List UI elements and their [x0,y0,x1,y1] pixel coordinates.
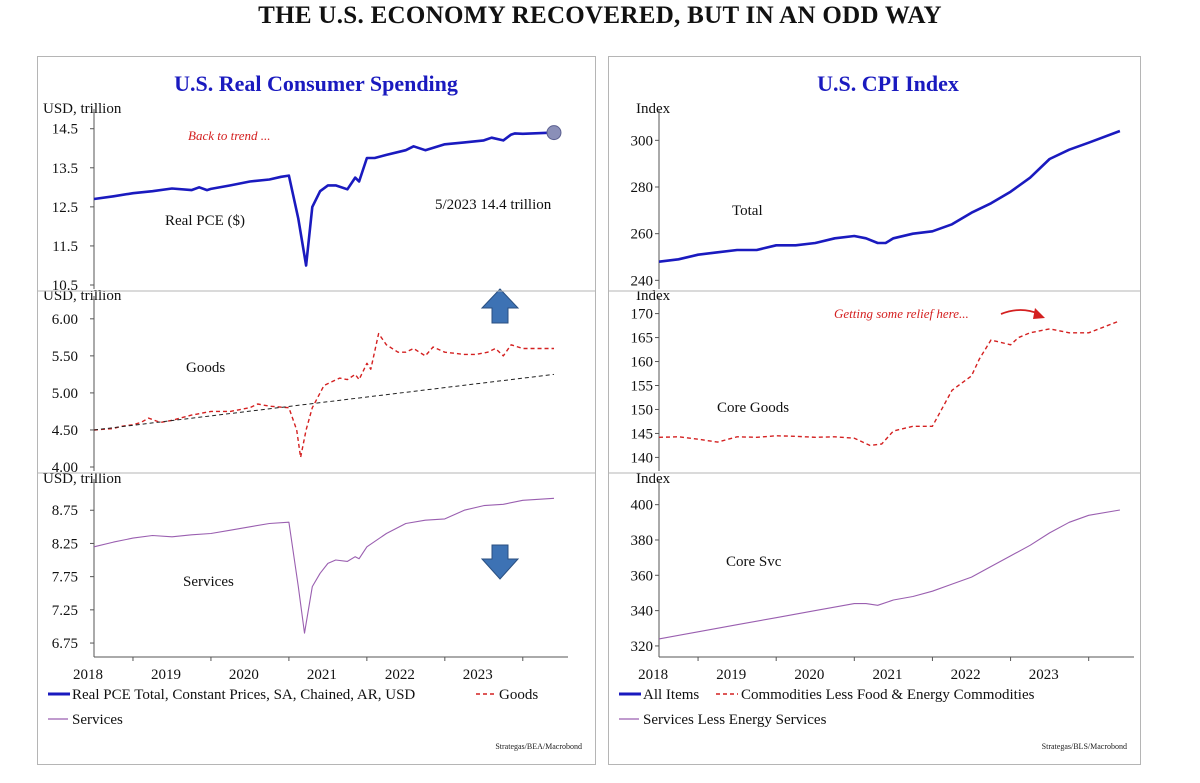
y-tick-label: 140 [631,450,654,466]
source-note: Strategas/BLS/Macrobond [1042,742,1127,751]
y-tick-label: 4.50 [52,423,78,439]
y-tick-label: 340 [631,604,654,620]
legend-label-all-items: All Items [643,687,699,703]
series-line-trend [93,373,555,431]
x-tick-label: 2023 [1029,667,1059,683]
series-line-goods [93,332,554,459]
chart-panel-consumer-spending: U.S. Real Consumer Spending USD, trillio… [37,56,596,765]
series-label-core-svc: Core Svc [726,554,782,570]
y-axis-label-services: USD, trillion [43,471,122,487]
x-tick-label: 2022 [951,667,981,683]
y-tick-label: 300 [631,133,654,149]
y-tick-label: 260 [631,227,654,243]
y-tick-label: 170 [631,307,654,323]
series-line-all-items [658,129,1121,263]
y-tick-label: 12.5 [52,200,78,216]
y-tick-label: 160 [631,355,654,371]
y-tick-label: 13.5 [52,161,78,177]
x-tick-label: 2019 [151,667,181,683]
y-tick-label: 7.25 [52,603,78,619]
y-tick-label: 11.5 [52,239,78,255]
y-tick-label: 8.75 [52,503,78,519]
y-tick-label: 150 [631,402,654,418]
x-tick-label: 2018 [638,667,668,683]
series-line-real-pce-total-constant-prices-sa-chained-ar-usd [93,131,555,267]
y-axis-label-pce: USD, trillion [43,101,122,117]
red-arrow-icon [1000,308,1045,319]
y-tick-label: 10.5 [52,278,78,294]
series-line-services [93,497,555,634]
x-tick-label: 2023 [463,667,493,683]
chart-title: U.S. Real Consumer Spending [174,71,458,96]
y-tick-label: 5.50 [52,349,78,365]
x-tick-label: 2021 [307,667,337,683]
x-tick-label: 2022 [385,667,415,683]
legend-label-core-svc: Services Less Energy Services [643,712,827,728]
y-tick-label: 4.00 [52,460,78,476]
y-tick-label: 280 [631,180,654,196]
y-tick-label: 6.00 [52,312,78,328]
x-tick-label: 2020 [229,667,259,683]
callout-back-to-trend: Back to trend ... [188,128,271,143]
latest-value-marker [546,125,562,141]
legend-label-real-pce: Real PCE Total, Constant Prices, SA, Cha… [72,687,415,703]
consumer-spending-chart: U.S. Real Consumer Spending USD, trillio… [38,71,595,751]
series-line-services-less-energy-services [658,509,1120,640]
series-label-real-pce: Real PCE ($) [165,213,245,229]
x-tick-label: 2021 [872,667,902,683]
callout-relief: Getting some relief here... [834,306,969,321]
main-title: THE U.S. ECONOMY RECOVERED, BUT IN AN OD… [258,2,942,29]
cpi-index-chart: U.S. CPI Index Index Index Index Total C… [609,71,1140,751]
legend-label-services: Services [72,712,123,728]
y-tick-label: 6.75 [52,636,78,652]
y-axis-label-goods: USD, trillion [43,288,122,304]
y-tick-label: 380 [631,533,654,549]
y-axis-label-core-svc: Index [636,471,671,487]
y-tick-label: 155 [631,379,654,395]
y-axis-label-total: Index [636,101,671,117]
y-tick-label: 360 [631,568,654,584]
y-tick-label: 5.00 [52,386,78,402]
chart-panel-cpi-index: U.S. CPI Index Index Index Index Total C… [608,56,1141,765]
source-note: Strategas/BEA/Macrobond [495,742,582,751]
y-tick-label: 145 [631,426,654,442]
y-tick-label: 240 [631,273,654,289]
series-label-services: Services [183,574,234,590]
arrow-down-icon [480,544,520,580]
y-tick-label: 165 [631,331,654,347]
y-tick-label: 8.25 [52,536,78,552]
x-tick-label: 2018 [73,667,103,683]
series-label-goods: Goods [186,360,225,376]
x-tick-label: 2019 [716,667,746,683]
y-tick-label: 320 [631,639,654,655]
legend-label-core-goods: Commodities Less Food & Energy Commoditi… [741,687,1035,703]
y-tick-label: 14.5 [52,122,78,138]
series-label-core-goods: Core Goods [717,400,789,416]
x-tick-label: 2020 [794,667,824,683]
annotation-latest-value: 5/2023 14.4 trillion [435,197,552,213]
chart-title: U.S. CPI Index [817,71,959,96]
y-tick-label: 400 [631,498,654,514]
series-line-commodities-less-food-energy-commodities [658,320,1121,447]
y-tick-label: 7.75 [52,570,78,586]
arrow-up-icon [480,288,520,324]
legend-label-goods: Goods [499,687,538,703]
series-label-total: Total [732,203,763,219]
y-axis-label-core-goods: Index [636,288,671,304]
